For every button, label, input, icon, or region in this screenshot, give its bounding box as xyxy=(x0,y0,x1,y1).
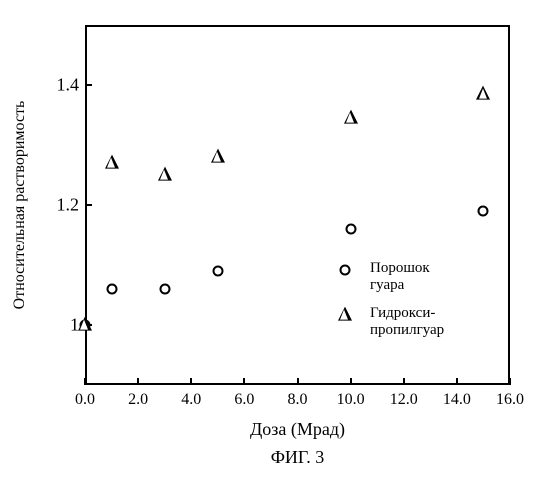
legend-circle-icon xyxy=(340,265,351,276)
x-tick xyxy=(509,378,511,385)
legend-label: Порошокгуара xyxy=(370,260,430,293)
x-tick xyxy=(350,378,352,385)
triangle-marker xyxy=(78,317,92,331)
x-tick xyxy=(456,378,458,385)
y-tick xyxy=(85,204,92,206)
circle-marker xyxy=(345,224,356,235)
figure-caption: ФИГ. 3 xyxy=(271,447,325,468)
circle-marker xyxy=(478,206,489,217)
triangle-marker xyxy=(158,167,172,181)
x-tick xyxy=(190,378,192,385)
circle-marker xyxy=(106,284,117,295)
x-tick xyxy=(297,378,299,385)
triangle-marker xyxy=(476,86,490,100)
x-tick-label: 4.0 xyxy=(181,391,201,409)
legend-triangle-icon xyxy=(338,307,352,321)
y-tick-label: 1 xyxy=(45,315,79,336)
triangle-marker xyxy=(105,155,119,169)
legend-label: Гидрокси-пропилгуар xyxy=(370,305,444,338)
x-tick-label: 12.0 xyxy=(390,391,418,409)
plot-area xyxy=(85,25,510,385)
figure: Относительная растворимость Доза (Мрад) … xyxy=(0,0,552,500)
y-tick-label: 1.4 xyxy=(45,75,79,96)
circle-marker xyxy=(159,284,170,295)
triangle-marker xyxy=(211,149,225,163)
x-tick xyxy=(243,378,245,385)
x-tick-label: 6.0 xyxy=(234,391,254,409)
x-tick-label: 8.0 xyxy=(288,391,308,409)
x-tick-label: 0.0 xyxy=(75,391,95,409)
x-tick-label: 14.0 xyxy=(443,391,471,409)
y-tick xyxy=(85,84,92,86)
x-tick xyxy=(137,378,139,385)
circle-marker xyxy=(212,266,223,277)
y-tick-label: 1.2 xyxy=(45,195,79,216)
y-axis-label: Относительная растворимость xyxy=(11,101,29,310)
x-axis-label: Доза (Мрад) xyxy=(250,419,345,440)
x-tick xyxy=(403,378,405,385)
x-tick-label: 2.0 xyxy=(128,391,148,409)
x-tick-label: 16.0 xyxy=(496,391,524,409)
triangle-marker xyxy=(344,110,358,124)
x-tick xyxy=(84,378,86,385)
x-tick-label: 10.0 xyxy=(337,391,365,409)
